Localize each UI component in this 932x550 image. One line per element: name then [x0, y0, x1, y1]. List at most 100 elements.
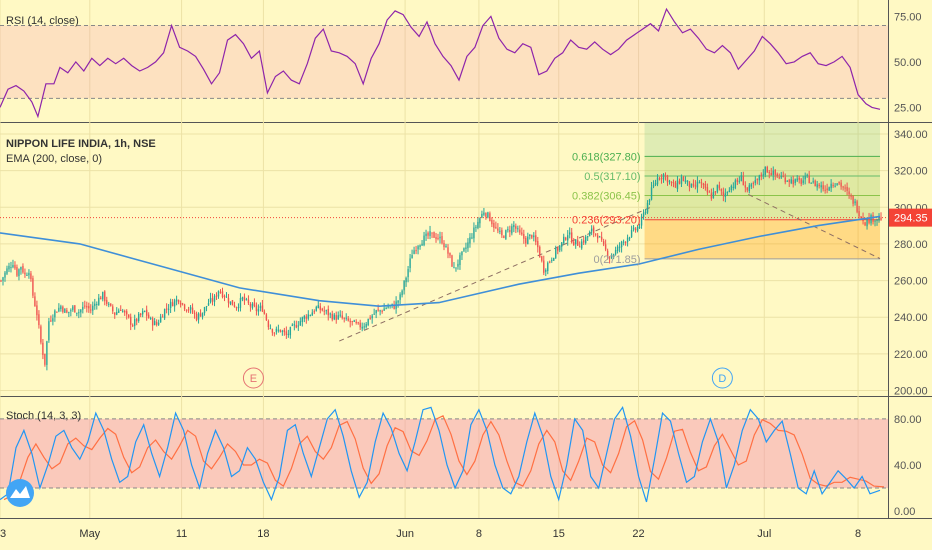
candle-body	[58, 307, 60, 312]
price-axis-tick: 280.00	[894, 239, 928, 251]
candle-body	[305, 316, 308, 319]
candle-body	[135, 318, 138, 322]
candle-body	[549, 261, 551, 263]
candle-body	[24, 272, 26, 275]
candle-body	[569, 232, 571, 235]
candle-body	[137, 313, 140, 321]
event-marker-d[interactable]	[711, 367, 733, 389]
candle-body	[431, 232, 433, 234]
candle-body	[644, 211, 647, 213]
fib-level-label: 0(271.85)	[593, 254, 640, 266]
candle-body	[92, 305, 94, 311]
price-axis-tick: 240.00	[894, 312, 928, 324]
candle-body	[515, 226, 517, 229]
candle-body	[22, 265, 24, 273]
event-marker-e[interactable]	[242, 367, 264, 389]
candle-body	[628, 237, 631, 239]
candle-body	[473, 227, 475, 239]
candle-body	[640, 216, 643, 226]
candle-body	[650, 187, 653, 200]
candle-body	[409, 258, 411, 269]
candle-body	[860, 216, 862, 218]
candle-body	[191, 307, 194, 313]
candle-body	[299, 321, 302, 326]
candle-body	[575, 239, 577, 245]
candle-body	[449, 252, 451, 256]
candle-body	[185, 309, 188, 311]
candle-body	[104, 291, 106, 302]
fib-zone-top	[644, 123, 881, 157]
candle-body	[521, 232, 523, 235]
candle-body	[275, 328, 278, 332]
candle-body	[6, 268, 8, 274]
candle-body	[750, 184, 753, 187]
last-price-value: 294.35	[894, 213, 928, 225]
candle-body	[36, 305, 38, 316]
candle-body	[680, 176, 683, 185]
ema-line	[0, 215, 881, 308]
candle-body	[481, 213, 483, 218]
candle-body	[720, 188, 723, 192]
candle-body	[762, 174, 764, 176]
stoch-axis-tick: 40.00	[894, 460, 922, 472]
candle-body	[381, 310, 383, 312]
candle-body	[738, 180, 741, 182]
candle-body	[139, 313, 142, 315]
candle-body	[790, 179, 792, 184]
candle-body	[760, 174, 762, 176]
last-price-tag	[889, 208, 932, 227]
candle-body	[357, 322, 359, 324]
candle-body	[106, 300, 108, 304]
candle-body	[824, 189, 826, 191]
candle-body	[363, 326, 365, 328]
candle-body	[239, 298, 242, 308]
candle-body	[525, 237, 527, 244]
candle-body	[768, 172, 770, 174]
candle-body	[251, 303, 254, 308]
candle-body	[46, 341, 48, 365]
candle-body	[698, 182, 701, 184]
rsi-pane-label: RSI (14, close)	[6, 15, 79, 27]
candle-body	[806, 174, 808, 176]
candle-body	[722, 191, 725, 196]
candle-body	[852, 195, 854, 204]
candle-body	[10, 267, 12, 269]
candle-body	[820, 185, 822, 188]
tradingview-logo-icon[interactable]	[6, 479, 34, 507]
candle-body	[116, 312, 118, 315]
candle-body	[519, 229, 521, 233]
candle-body	[437, 237, 439, 239]
candle-body	[289, 327, 292, 336]
candle-body	[175, 299, 178, 302]
candle-body	[830, 183, 832, 189]
candle-body	[419, 245, 421, 247]
candle-body	[141, 311, 144, 315]
candle-body	[670, 181, 673, 183]
candle-body	[840, 182, 842, 187]
rsi-axis-tick: 50.00	[894, 57, 922, 69]
candle-body	[732, 186, 735, 188]
candle-body	[648, 199, 651, 202]
candle-body	[702, 183, 705, 185]
candle-body	[297, 325, 300, 327]
candle-body	[443, 243, 445, 248]
candle-body	[828, 187, 830, 191]
stoch-k-line	[0, 406, 881, 503]
candle-body	[62, 306, 64, 312]
candle-body	[660, 178, 663, 180]
candle-body	[309, 315, 311, 317]
candle-body	[355, 321, 357, 324]
candle-body	[469, 237, 471, 244]
candle-body	[217, 290, 220, 297]
trend-line[interactable]	[339, 206, 651, 342]
candle-body	[321, 308, 323, 311]
time-axis-tick: 18	[257, 528, 269, 540]
candle-body	[102, 291, 104, 300]
candle-body	[183, 304, 186, 310]
candle-body	[555, 247, 557, 258]
candle-body	[571, 232, 573, 243]
candle-body	[187, 309, 190, 311]
candle-body	[594, 233, 597, 235]
